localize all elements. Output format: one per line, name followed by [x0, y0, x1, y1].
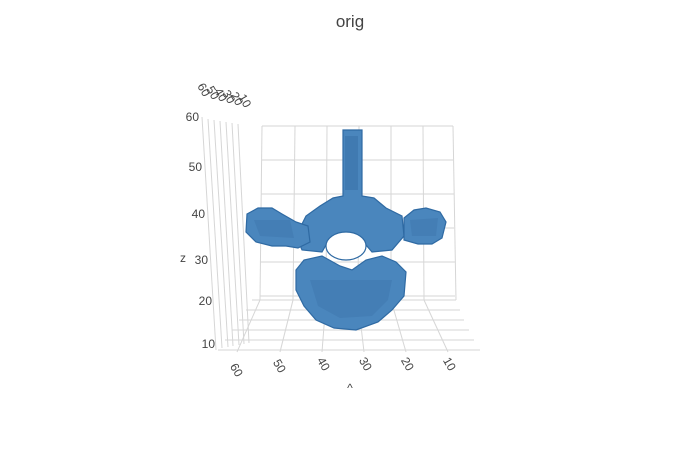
x-tick: 10 — [440, 355, 459, 374]
z-tick: 10 — [202, 337, 216, 351]
y-tick: 10 — [235, 92, 254, 111]
left-wall-grid — [201, 116, 250, 351]
volume-render — [245, 129, 447, 331]
x-tick: 30 — [356, 355, 375, 374]
left-process — [245, 207, 311, 249]
y-tick: 50 — [203, 84, 222, 103]
x-axis-ticks: 60 50 40 30 20 10 — [227, 355, 459, 380]
x-tick: 20 — [398, 355, 417, 374]
y-tick: 20 — [227, 90, 246, 109]
z-tick: 60 — [186, 110, 200, 124]
z-tick: 20 — [199, 294, 213, 308]
z-tick: 30 — [195, 253, 209, 267]
z-axis-title: z — [180, 251, 186, 265]
y-tick: 60 — [194, 81, 213, 100]
y-axis-ticks: 60 50 40 30 20 10 — [194, 81, 254, 111]
spinal-canal — [325, 231, 367, 261]
right-process — [403, 207, 447, 245]
y-tick: 40 — [211, 86, 230, 105]
x-axis-title: ^ — [347, 381, 353, 395]
chart-title: orig — [335, 12, 365, 31]
vertebral-body — [295, 255, 407, 331]
x-tick: 40 — [314, 355, 333, 374]
y-tick: 30 — [219, 88, 238, 107]
z-axis-ticks: 60 50 40 30 20 10 — [186, 110, 216, 351]
z-tick: 40 — [192, 207, 206, 221]
x-tick: 60 — [227, 361, 246, 380]
z-tick: 50 — [189, 160, 203, 174]
x-tick: 50 — [270, 357, 289, 376]
